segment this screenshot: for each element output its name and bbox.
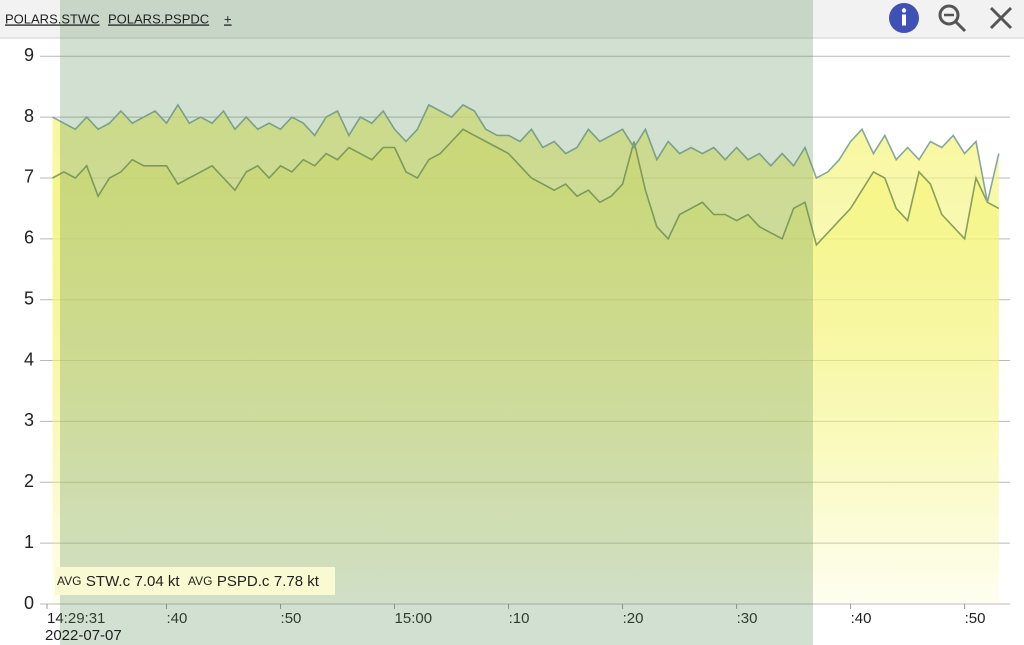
tab[interactable]: POLARS.PSPDC [108,11,209,26]
tab[interactable]: POLARS.STWC [5,11,100,26]
legend [55,567,335,595]
close-button[interactable] [989,6,1013,30]
info-button[interactable] [889,3,919,33]
y-tick-label: 3 [24,410,34,430]
series-line [52,103,1000,203]
legend-tag: AVG [188,574,212,588]
x-tick-label: :40 [167,610,188,627]
x-date-label: 2022-07-07 [45,627,122,644]
x-tick-label: 14:29:31 [47,610,105,627]
tab-add[interactable]: + [224,11,232,26]
toolbar [0,0,1024,38]
x-tick-label: :20 [623,610,644,627]
legend-tag: AVG [57,574,81,588]
y-tick-label: 2 [24,471,34,491]
legend-name: STW.c [86,573,131,590]
y-tick-label: 1 [24,532,34,552]
y-tick-label: 5 [24,288,34,308]
legend-text: AVG STW.c 7.04 kt AVG PSPD.c 7.78 kt [57,573,320,590]
zoom-button[interactable] [938,4,967,33]
x-tick-label: :40 [851,610,872,627]
series-line [52,128,1000,247]
legend-value: 7.04 kt [135,573,181,590]
plot: 0 1 2 3 4 5 6 7 8 9 14:29:31 :40 :50 15:00 :10 :20 :30 :4… [24,45,1010,627]
series-area [52,104,999,605]
x-tick-label: :50 [281,610,302,627]
x-tick-label: :50 [965,610,986,627]
y-tick-label: 6 [24,228,34,248]
x-tick-label: :30 [737,610,758,627]
y-tick-label: 4 [24,349,34,369]
y-tick-label: 9 [24,45,34,65]
y-tick-label: 8 [24,106,34,126]
selection[interactable] [60,0,813,645]
y-tick-label: 0 [24,593,34,613]
legend-value: 7.78 kt [274,573,320,590]
x-tick-label: 15:00 [395,610,433,627]
x-tick-label: :10 [509,610,530,627]
y-tick-label: 7 [24,167,34,187]
legend-name: PSPD.c [217,573,270,590]
